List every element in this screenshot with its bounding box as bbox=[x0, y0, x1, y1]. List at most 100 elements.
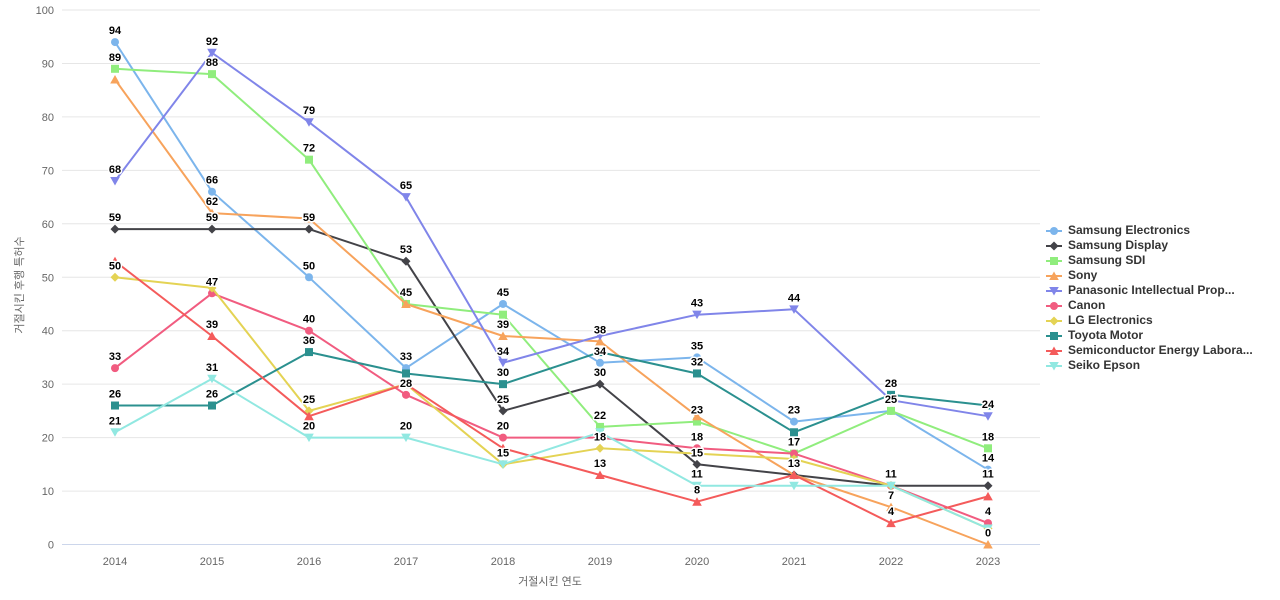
data-point-sony-2015[interactable] bbox=[207, 208, 217, 218]
data-point-samsung-electronics-2021[interactable] bbox=[790, 417, 798, 426]
legend-item-sony[interactable]: Sony bbox=[1046, 268, 1253, 283]
legend-item-samsung-display[interactable]: Samsung Display bbox=[1046, 238, 1253, 253]
data-point-panasonic-intellectual-prop-2015[interactable] bbox=[207, 48, 217, 58]
series-seiko-epson[interactable] bbox=[110, 374, 993, 533]
legend-item-canon[interactable]: Canon bbox=[1046, 298, 1253, 313]
data-point-panasonic-intellectual-prop-2014[interactable] bbox=[110, 177, 120, 186]
data-point-sony-2019[interactable] bbox=[595, 336, 605, 346]
data-point-sony-2020[interactable] bbox=[692, 411, 702, 421]
data-point-canon-2020[interactable] bbox=[693, 444, 701, 453]
legend-item-seiko-epson[interactable]: Seiko Epson bbox=[1046, 358, 1253, 373]
data-point-samsung-electronics-2018[interactable] bbox=[499, 299, 507, 308]
data-point-semiconductor-energy-labora-2022[interactable] bbox=[886, 518, 896, 528]
series-samsung-electronics[interactable] bbox=[111, 38, 992, 474]
data-point-samsung-sdi-2020[interactable] bbox=[693, 417, 701, 426]
data-point-lg-electronics-2019[interactable] bbox=[595, 443, 605, 453]
data-point-toyota-motor-2015[interactable] bbox=[208, 401, 216, 410]
data-point-panasonic-intellectual-prop-2016[interactable] bbox=[304, 118, 314, 127]
data-point-samsung-electronics-2023[interactable] bbox=[984, 465, 992, 474]
data-point-sony-2018[interactable] bbox=[498, 331, 508, 341]
data-point-samsung-display-2018[interactable] bbox=[498, 406, 508, 416]
data-point-canon-2019[interactable] bbox=[596, 433, 604, 442]
data-point-seiko-epson-2015[interactable] bbox=[207, 374, 217, 384]
data-point-semiconductor-energy-labora-2018[interactable] bbox=[498, 443, 508, 453]
data-point-toyota-motor-2021[interactable] bbox=[790, 428, 798, 437]
data-point-samsung-display-2015[interactable] bbox=[207, 224, 217, 234]
data-point-lg-electronics-2020[interactable] bbox=[692, 449, 702, 459]
data-point-toyota-motor-2019[interactable] bbox=[596, 348, 604, 357]
legend-item-lg-electronics[interactable]: LG Electronics bbox=[1046, 313, 1253, 328]
data-point-toyota-motor-2023[interactable] bbox=[984, 401, 992, 410]
data-point-toyota-motor-2016[interactable] bbox=[305, 348, 313, 357]
legend-item-samsung-sdi[interactable]: Samsung SDI bbox=[1046, 253, 1253, 268]
data-point-toyota-motor-2018[interactable] bbox=[499, 380, 507, 389]
legend-item-toyota-motor[interactable]: Toyota Motor bbox=[1046, 328, 1253, 343]
data-point-semiconductor-energy-labora-2019[interactable] bbox=[595, 470, 605, 480]
data-point-toyota-motor-2020[interactable] bbox=[693, 369, 701, 378]
data-point-panasonic-intellectual-prop-2020[interactable] bbox=[692, 310, 702, 320]
data-point-samsung-electronics-2016[interactable] bbox=[305, 273, 313, 282]
data-point-sony-2014[interactable] bbox=[110, 74, 120, 84]
data-point-samsung-display-2019[interactable] bbox=[595, 379, 605, 389]
data-point-seiko-epson-2014[interactable] bbox=[110, 428, 120, 437]
series-panasonic-intellectual-prop[interactable] bbox=[110, 48, 993, 421]
data-point-sony-2023[interactable] bbox=[983, 540, 993, 549]
data-point-toyota-motor-2017[interactable] bbox=[402, 369, 410, 378]
data-point-seiko-epson-2018[interactable] bbox=[498, 460, 508, 469]
data-point-samsung-sdi-2023[interactable] bbox=[984, 444, 992, 453]
data-point-panasonic-intellectual-prop-2017[interactable] bbox=[401, 193, 411, 202]
data-point-semiconductor-energy-labora-2016[interactable] bbox=[304, 411, 314, 421]
data-point-samsung-display-2016[interactable] bbox=[304, 224, 314, 234]
data-point-lg-electronics-2021[interactable] bbox=[789, 454, 799, 464]
data-point-sony-2016[interactable] bbox=[304, 213, 314, 223]
data-point-canon-2017[interactable] bbox=[402, 390, 410, 399]
legend-item-samsung-electronics[interactable]: Samsung Electronics bbox=[1046, 223, 1253, 238]
data-point-samsung-display-2020[interactable] bbox=[692, 459, 702, 469]
data-point-seiko-epson-2021[interactable] bbox=[789, 481, 799, 491]
data-point-lg-electronics-2014[interactable] bbox=[110, 272, 120, 282]
series-samsung-display[interactable] bbox=[110, 224, 993, 491]
data-point-panasonic-intellectual-prop-2019[interactable] bbox=[595, 332, 605, 341]
data-point-samsung-sdi-2022[interactable] bbox=[887, 406, 895, 415]
series-toyota-motor[interactable] bbox=[111, 348, 992, 437]
data-point-samsung-electronics-2015[interactable] bbox=[208, 187, 216, 196]
data-point-toyota-motor-2014[interactable] bbox=[111, 401, 119, 410]
data-point-semiconductor-energy-labora-2023[interactable] bbox=[983, 491, 993, 501]
data-point-samsung-sdi-2015[interactable] bbox=[208, 70, 216, 79]
data-point-canon-2016[interactable] bbox=[305, 326, 313, 335]
data-point-samsung-sdi-2019[interactable] bbox=[596, 422, 604, 431]
legend-item-panasonic-intellectual-prop[interactable]: Panasonic Intellectual Prop... bbox=[1046, 283, 1253, 298]
data-point-seiko-epson-2016[interactable] bbox=[304, 433, 314, 443]
data-point-semiconductor-energy-labora-2021[interactable] bbox=[789, 470, 799, 480]
data-point-samsung-display-2014[interactable] bbox=[110, 224, 120, 234]
data-point-samsung-sdi-2016[interactable] bbox=[305, 155, 313, 164]
data-point-seiko-epson-2020[interactable] bbox=[692, 481, 702, 491]
data-point-semiconductor-energy-labora-2014[interactable] bbox=[110, 256, 120, 266]
data-point-semiconductor-energy-labora-2017[interactable] bbox=[401, 379, 411, 389]
series-semiconductor-energy-labora[interactable] bbox=[110, 256, 993, 528]
data-point-seiko-epson-2017[interactable] bbox=[401, 433, 411, 443]
data-point-canon-2021[interactable] bbox=[790, 449, 798, 458]
data-point-seiko-epson-2022[interactable] bbox=[886, 481, 896, 491]
data-point-samsung-display-2023[interactable] bbox=[983, 481, 993, 491]
data-point-panasonic-intellectual-prop-2018[interactable] bbox=[498, 358, 508, 368]
data-point-semiconductor-energy-labora-2020[interactable] bbox=[692, 497, 702, 506]
data-point-toyota-motor-2022[interactable] bbox=[887, 390, 895, 399]
data-point-panasonic-intellectual-prop-2021[interactable] bbox=[789, 305, 799, 314]
data-point-seiko-epson-2023[interactable] bbox=[983, 524, 993, 533]
data-point-samsung-display-2017[interactable] bbox=[401, 256, 411, 266]
data-point-canon-2018[interactable] bbox=[499, 433, 507, 442]
data-point-panasonic-intellectual-prop-2023[interactable] bbox=[983, 412, 993, 421]
data-point-sony-2022[interactable] bbox=[886, 502, 896, 512]
data-point-seiko-epson-2019[interactable] bbox=[595, 428, 605, 437]
legend-item-semiconductor-energy-labora[interactable]: Semiconductor Energy Labora... bbox=[1046, 343, 1253, 358]
data-point-samsung-electronics-2019[interactable] bbox=[596, 358, 604, 367]
data-point-samsung-electronics-2014[interactable] bbox=[111, 38, 119, 47]
data-point-samsung-sdi-2018[interactable] bbox=[499, 310, 507, 319]
data-point-samsung-sdi-2014[interactable] bbox=[111, 64, 119, 73]
data-point-sony-2017[interactable] bbox=[401, 299, 411, 308]
data-point-samsung-electronics-2020[interactable] bbox=[693, 353, 701, 362]
data-point-lg-electronics-2015[interactable] bbox=[207, 283, 217, 293]
data-point-semiconductor-energy-labora-2015[interactable] bbox=[207, 331, 217, 341]
series-lg-electronics[interactable] bbox=[110, 272, 993, 533]
